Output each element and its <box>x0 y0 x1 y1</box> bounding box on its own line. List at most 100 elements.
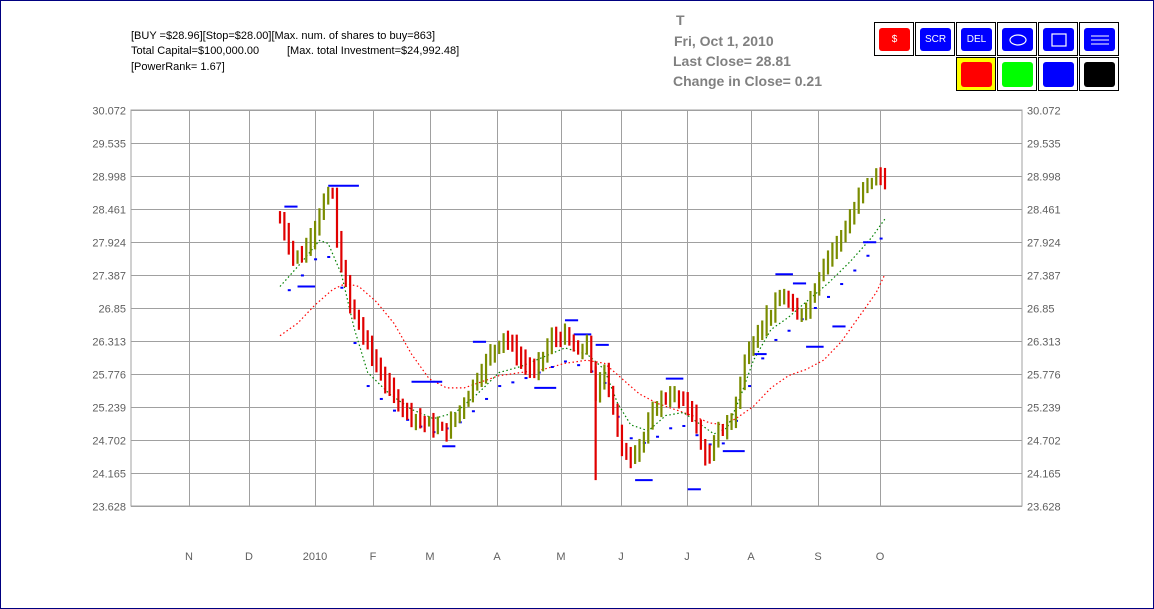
rectangle-tool-button[interactable] <box>1038 22 1078 56</box>
stop-dot <box>748 385 752 388</box>
stop-dot <box>695 434 699 437</box>
y-tick-label-right: 26.85 <box>1027 304 1055 316</box>
symbol-label: T <box>676 12 685 28</box>
fast-ma-line <box>279 218 886 435</box>
stop-dot <box>840 283 844 286</box>
stop-dot <box>879 237 883 240</box>
stop-dot <box>327 255 331 258</box>
max-investment-label: [Max. total Investment=$24,992.48] <box>287 45 460 57</box>
y-tick-label-left: 24.702 <box>92 436 126 448</box>
y-tick-label-right: 28.998 <box>1027 172 1061 184</box>
y-tick-label-left: 25.776 <box>92 370 126 382</box>
stop-dot <box>485 397 489 400</box>
x-tick-label: J <box>684 551 690 563</box>
scr-icon: SCR <box>920 28 951 51</box>
x-tick-label: M <box>556 551 565 563</box>
y-tick-label-left: 23.628 <box>92 502 126 514</box>
y-tick-label-left: 26.313 <box>92 337 126 349</box>
y-tick-label-left: 28.998 <box>92 172 126 184</box>
y-tick-label-left: 30.072 <box>92 106 126 118</box>
x-tick-label: D <box>245 551 253 563</box>
y-tick-label-right: 23.628 <box>1027 502 1061 514</box>
menu-button[interactable] <box>1079 22 1119 56</box>
stop-dot <box>761 357 765 360</box>
slow-ma-line <box>279 273 886 426</box>
stop-dot <box>866 254 870 257</box>
stop-dot <box>524 377 528 380</box>
x-tick-label: S <box>814 551 821 563</box>
ellipse-tool-button[interactable] <box>997 22 1037 56</box>
y-tick-label-left: 24.165 <box>92 469 126 481</box>
date-label: Fri, Oct 1, 2010 <box>674 33 774 49</box>
stop-dot <box>379 397 383 400</box>
stop-dot <box>708 443 712 446</box>
x-tick-label: A <box>493 551 501 563</box>
color-swatch-red[interactable] <box>956 57 996 91</box>
menu-lines-icon <box>1084 28 1115 51</box>
x-tick-label: J <box>618 551 624 563</box>
stop-dot <box>774 338 778 341</box>
stop-dot <box>366 385 370 388</box>
stop-dot <box>827 295 831 298</box>
color-swatch-green[interactable] <box>997 57 1037 91</box>
dollar-icon: $ <box>879 28 910 51</box>
red-swatch-icon <box>961 62 992 87</box>
y-tick-label-right: 26.313 <box>1027 337 1061 349</box>
stop-dot <box>629 437 633 440</box>
del-button[interactable]: DEL <box>956 22 996 56</box>
scr-button[interactable]: SCR <box>915 22 955 56</box>
y-tick-label-right: 30.072 <box>1027 106 1061 118</box>
y-tick-label-right: 27.387 <box>1027 271 1061 283</box>
y-tick-label-left: 27.387 <box>92 271 126 283</box>
last-close-label: Last Close= 28.81 <box>673 53 791 69</box>
y-tick-label-right: 24.165 <box>1027 469 1061 481</box>
change-label: Change in Close= 0.21 <box>673 73 822 89</box>
x-tick-label: A <box>747 551 755 563</box>
stop-dot <box>787 329 791 332</box>
stop-dot <box>300 274 304 277</box>
y-tick-label-left: 25.239 <box>92 403 126 415</box>
stop-dot <box>471 410 475 413</box>
del-icon: DEL <box>961 28 992 51</box>
y-tick-label-right: 25.239 <box>1027 403 1061 415</box>
stop-dot <box>853 269 857 272</box>
stop-dot <box>511 381 515 384</box>
ellipse-icon <box>1002 28 1033 51</box>
y-tick-label-left: 27.924 <box>92 238 126 250</box>
x-tick-label: 2010 <box>303 551 327 563</box>
stop-dot <box>669 427 673 430</box>
y-tick-label-right: 27.924 <box>1027 238 1061 250</box>
color-swatch-black[interactable] <box>1079 57 1119 91</box>
y-tick-label-left: 29.535 <box>92 139 126 151</box>
stop-dot <box>813 307 817 309</box>
y-tick-label-right: 29.535 <box>1027 139 1061 151</box>
stop-dot <box>550 365 554 368</box>
y-tick-label-right: 24.702 <box>1027 436 1061 448</box>
stop-dot <box>577 364 581 367</box>
y-tick-label-left: 26.85 <box>98 304 126 316</box>
color-swatch-blue[interactable] <box>1038 57 1078 91</box>
rectangle-icon <box>1043 28 1074 51</box>
stop-dot <box>721 442 725 445</box>
stop-dot <box>314 258 318 261</box>
stop-dot <box>563 360 567 363</box>
total-capital-label: Total Capital=$100,000.00 <box>131 45 260 57</box>
green-swatch-icon <box>1002 62 1033 87</box>
stop-dot <box>656 435 660 438</box>
y-tick-label-left: 28.461 <box>92 205 126 217</box>
stop-dot <box>498 385 502 388</box>
stop-dot <box>287 289 291 292</box>
x-tick-label: N <box>185 551 193 563</box>
y-tick-label-right: 28.461 <box>1027 205 1061 217</box>
stop-dot <box>353 342 357 345</box>
stop-dot <box>392 409 396 412</box>
power-rank-label: [PowerRank= 1.67] <box>131 61 225 73</box>
stop-dot <box>340 286 344 289</box>
stop-dot <box>682 424 686 427</box>
x-tick-label: M <box>425 551 434 563</box>
dollar-button[interactable]: $ <box>874 22 914 56</box>
y-tick-label-right: 25.776 <box>1027 370 1061 382</box>
black-swatch-icon <box>1084 62 1115 87</box>
